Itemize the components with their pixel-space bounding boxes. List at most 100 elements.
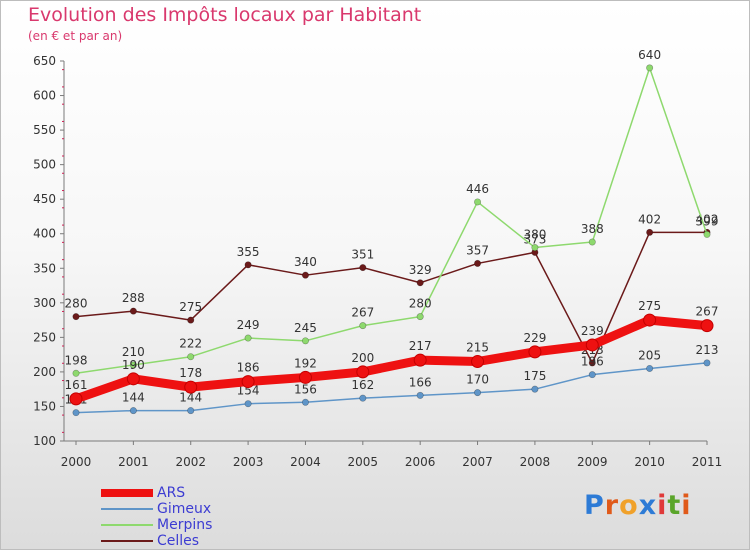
legend-label: ARS [157,485,186,501]
x-tick-label: 2011 [692,455,723,469]
data-point-ars [69,392,83,406]
x-tick-label: 2001 [118,455,149,469]
logo-letter: r [604,490,620,521]
x-tick-label: 2008 [520,455,551,469]
data-label-celles: 402 [638,212,661,226]
data-point-gimeux [72,409,80,417]
series-line-celles [75,231,708,364]
data-label-merpins: 249 [237,318,260,332]
data-point-merpins [474,198,482,206]
data-label-celles: 329 [409,263,432,277]
data-point-ars [528,345,542,359]
data-label-gimeux: 156 [294,382,317,396]
logo-letter: o [619,490,639,521]
data-label-ars: 215 [466,341,489,355]
data-label-merpins: 640 [638,48,661,62]
legend-label: Celles [157,533,200,549]
data-label-gimeux: 175 [523,369,546,383]
data-label-celles: 275 [179,300,202,314]
legend-item-ars: ARS [101,485,301,501]
y-tick-label: 450 [33,192,56,206]
series-line-merpins [75,67,708,375]
data-point-gimeux [187,407,195,415]
data-point-celles [244,261,252,269]
y-tick-label: 200 [33,365,56,379]
y-tick-label: 150 [33,399,56,413]
chart-subtitle: (en € et par an) [28,29,123,43]
chart-legend: ARS Gimeux Merpins Celles [101,485,301,549]
data-label-merpins: 245 [294,321,317,335]
y-tick-label: 400 [33,227,56,241]
data-point-celles [588,359,596,367]
data-point-gimeux [531,385,539,393]
x-tick-label: 2010 [634,455,665,469]
data-point-ars [643,313,657,327]
data-point-gimeux [129,407,137,415]
legend-label: Merpins [157,517,213,533]
data-label-celles: 288 [122,291,145,305]
data-point-ars [184,380,198,394]
y-tick-label: 500 [33,158,56,172]
data-point-merpins [129,361,137,369]
data-label-ars: 229 [523,331,546,345]
data-point-ars [700,319,714,333]
data-point-gimeux [474,389,482,397]
logo-letter: P [584,490,605,521]
y-tick-label: 650 [33,54,56,68]
data-label-merpins: 198 [65,353,88,367]
data-point-merpins [703,230,711,238]
logo-letter: t [667,490,682,521]
y-tick-label: 550 [33,123,56,137]
data-point-gimeux [703,359,711,367]
data-label-ars: 217 [409,339,432,353]
data-point-ars [241,375,255,389]
data-point-celles [646,228,654,236]
y-tick-label: 600 [33,89,56,103]
logo-letter: x [638,490,658,521]
series-line-gimeux [75,362,708,414]
data-label-gimeux: 170 [466,373,489,387]
data-label-merpins: 210 [122,345,145,359]
data-point-merpins [646,64,654,72]
data-label-merpins: 399 [696,214,719,228]
data-label-merpins: 446 [466,182,489,196]
data-point-ars [585,338,599,352]
series-line-ars [71,315,712,404]
data-point-gimeux [359,394,367,402]
data-label-merpins: 388 [581,222,604,236]
data-label-celles: 280 [65,297,88,311]
data-point-gimeux [301,398,309,406]
data-point-ars [126,372,140,386]
x-tick-label: 2005 [348,455,379,469]
data-label-ars: 267 [696,305,719,319]
y-tick-label: 100 [33,434,56,448]
data-label-merpins: 380 [523,228,546,242]
x-tick-label: 2009 [577,455,608,469]
logo-letter: i [681,490,692,521]
y-tick-label: 300 [33,296,56,310]
data-point-merpins [72,369,80,377]
data-label-gimeux: 213 [696,343,719,357]
data-label-ars: 200 [351,351,374,365]
data-point-merpins [301,337,309,345]
data-point-merpins [588,238,596,246]
data-point-ars [413,353,427,367]
data-point-merpins [187,353,195,361]
data-label-celles: 340 [294,255,317,269]
data-point-celles [301,271,309,279]
data-point-celles [474,259,482,267]
y-tick-label: 350 [33,261,56,275]
data-point-celles [72,313,80,321]
data-label-ars: 192 [294,356,317,370]
legend-item-merpins: Merpins [101,517,301,533]
chart-title: Evolution des Impôts locaux par Habitant [28,4,422,26]
data-point-merpins [359,322,367,330]
data-point-celles [129,307,137,315]
data-point-merpins [531,244,539,252]
data-point-gimeux [244,400,252,408]
legend-swatch [101,489,153,497]
y-tick-label: 250 [33,330,56,344]
data-label-gimeux: 205 [638,348,661,362]
